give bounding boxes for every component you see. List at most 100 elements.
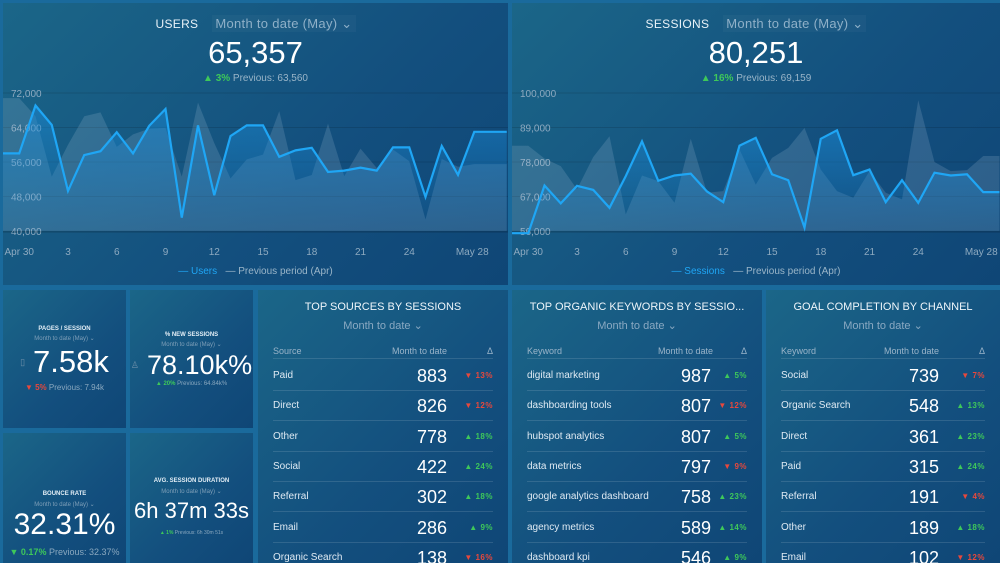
data-point[interactable] bbox=[193, 120, 203, 130]
data-point[interactable] bbox=[128, 148, 138, 158]
legend-sessions[interactable]: — Sessions bbox=[671, 266, 725, 277]
data-point[interactable] bbox=[978, 187, 988, 197]
table-row[interactable]: Email 102 ▼ 12% bbox=[781, 543, 985, 563]
table-range-dropdown[interactable]: Month to date ⌄ bbox=[766, 320, 1000, 333]
table-range-dropdown[interactable]: Month to date ⌄ bbox=[512, 320, 762, 333]
data-point[interactable] bbox=[96, 146, 106, 156]
kpi-range-dropdown[interactable]: Month to date (May) ⌄ bbox=[3, 336, 126, 343]
sessions-range-dropdown[interactable]: Month to date (May) ⌄ bbox=[723, 15, 866, 32]
table-row[interactable]: dashboarding tools 807 ▼ 12% bbox=[527, 391, 747, 422]
data-point[interactable] bbox=[63, 186, 73, 196]
data-point[interactable] bbox=[897, 175, 907, 185]
data-point[interactable] bbox=[323, 167, 333, 177]
col-header-label[interactable]: Source bbox=[273, 346, 302, 356]
legend-users[interactable]: — Users bbox=[178, 266, 218, 277]
data-point[interactable] bbox=[621, 171, 631, 181]
data-point[interactable] bbox=[79, 150, 89, 160]
data-point[interactable] bbox=[930, 168, 940, 178]
table-range-dropdown[interactable]: Month to date ⌄ bbox=[258, 320, 508, 333]
data-point[interactable] bbox=[209, 190, 219, 200]
table-row[interactable]: Direct 361 ▲ 23% bbox=[781, 422, 985, 452]
col-header-value[interactable]: Month to date bbox=[657, 346, 713, 356]
data-point[interactable] bbox=[686, 169, 696, 179]
data-point[interactable] bbox=[718, 197, 728, 207]
data-point[interactable] bbox=[453, 170, 463, 180]
table-row[interactable]: Organic Search 548 ▲ 13% bbox=[781, 391, 985, 422]
col-header-value[interactable]: Month to date bbox=[391, 346, 447, 356]
data-point[interactable] bbox=[572, 181, 582, 191]
data-point[interactable] bbox=[421, 192, 431, 202]
data-point[interactable] bbox=[372, 166, 382, 176]
data-point[interactable] bbox=[388, 142, 398, 152]
table-row[interactable]: Paid 883 ▼ 13% bbox=[273, 361, 493, 391]
data-point[interactable] bbox=[31, 101, 41, 111]
data-point[interactable] bbox=[486, 127, 496, 137]
data-point[interactable] bbox=[14, 148, 24, 158]
table-row[interactable]: google analytics dashboard 758 ▲ 23% bbox=[527, 482, 747, 513]
col-header-label[interactable]: Keyword bbox=[781, 346, 817, 356]
table-row[interactable]: Paid 315 ▲ 24% bbox=[781, 452, 985, 482]
kpi-range-dropdown[interactable]: Month to date (May) ⌄ bbox=[130, 342, 253, 349]
data-point[interactable] bbox=[865, 165, 875, 175]
data-point[interactable] bbox=[653, 176, 663, 186]
legend-previous[interactable]: — Previous period (Apr) bbox=[225, 266, 333, 277]
data-point[interactable] bbox=[469, 127, 479, 137]
col-header-change[interactable]: Δ bbox=[978, 346, 985, 356]
data-point[interactable] bbox=[339, 166, 349, 176]
table-row[interactable]: Other 778 ▲ 18% bbox=[273, 422, 493, 452]
table-row[interactable]: Social 739 ▼ 7% bbox=[781, 361, 985, 391]
kpi-range-dropdown[interactable]: Month to date (May) ⌄ bbox=[130, 489, 253, 496]
data-point[interactable] bbox=[832, 125, 842, 135]
data-point[interactable] bbox=[637, 136, 647, 146]
data-point[interactable] bbox=[605, 203, 615, 213]
data-point[interactable] bbox=[437, 141, 447, 151]
data-point[interactable] bbox=[670, 170, 680, 180]
legend-previous[interactable]: — Previous period (Apr) bbox=[733, 266, 841, 277]
table-row[interactable]: Organic Search 138 ▼ 16% bbox=[273, 543, 493, 563]
data-point[interactable] bbox=[356, 163, 366, 173]
data-point[interactable] bbox=[848, 170, 858, 180]
col-header-label[interactable]: Keyword bbox=[527, 346, 563, 356]
data-point[interactable] bbox=[816, 134, 826, 144]
data-point[interactable] bbox=[702, 186, 712, 196]
data-point[interactable] bbox=[523, 228, 533, 238]
table-row[interactable]: hubspot analytics 807 ▲ 5% bbox=[527, 422, 747, 452]
table-row[interactable]: dashboard kpi 546 ▲ 9% bbox=[527, 543, 747, 563]
data-point[interactable] bbox=[144, 121, 154, 131]
col-header-change[interactable]: Δ bbox=[486, 346, 493, 356]
data-point[interactable] bbox=[881, 197, 891, 207]
data-point[interactable] bbox=[242, 120, 252, 130]
data-point[interactable] bbox=[47, 120, 57, 130]
table-row[interactable]: Referral 302 ▲ 18% bbox=[273, 482, 493, 513]
data-point[interactable] bbox=[258, 120, 268, 130]
table-row[interactable]: agency metrics 589 ▲ 14% bbox=[527, 513, 747, 543]
table-row[interactable]: data metrics 797 ▼ 9% bbox=[527, 452, 747, 482]
data-point[interactable] bbox=[751, 133, 761, 143]
col-header-value[interactable]: Month to date bbox=[883, 346, 939, 356]
table-row[interactable]: Referral 191 ▼ 4% bbox=[781, 482, 985, 513]
table-row[interactable]: Direct 826 ▼ 12% bbox=[273, 391, 493, 422]
data-point[interactable] bbox=[588, 185, 598, 195]
data-point[interactable] bbox=[112, 127, 122, 137]
table-row[interactable]: Social 422 ▲ 24% bbox=[273, 452, 493, 482]
table-row[interactable]: Other 189 ▲ 18% bbox=[781, 513, 985, 543]
data-point[interactable] bbox=[800, 223, 810, 233]
data-point[interactable] bbox=[556, 198, 566, 208]
data-point[interactable] bbox=[913, 198, 923, 208]
data-point[interactable] bbox=[735, 141, 745, 151]
table-row[interactable]: Email 286 ▲ 9% bbox=[273, 513, 493, 543]
data-point[interactable] bbox=[307, 143, 317, 153]
users-range-dropdown[interactable]: Month to date (May) ⌄ bbox=[212, 15, 355, 32]
kpi-range-dropdown[interactable]: Month to date (May) ⌄ bbox=[3, 502, 126, 509]
data-point[interactable] bbox=[404, 142, 414, 152]
data-point[interactable] bbox=[767, 169, 777, 179]
data-point[interactable] bbox=[946, 170, 956, 180]
data-point[interactable] bbox=[783, 175, 793, 185]
data-point[interactable] bbox=[962, 169, 972, 179]
data-point[interactable] bbox=[161, 104, 171, 114]
data-point[interactable] bbox=[177, 213, 187, 223]
data-point[interactable] bbox=[291, 145, 301, 155]
data-point[interactable] bbox=[274, 152, 284, 162]
table-row[interactable]: digital marketing 987 ▲ 5% bbox=[527, 361, 747, 391]
data-point[interactable] bbox=[226, 131, 236, 141]
